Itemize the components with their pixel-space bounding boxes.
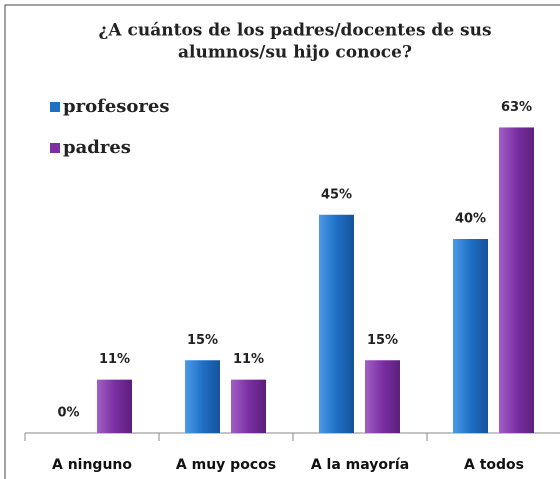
chart-title: ¿A cuántos de los padres/docentes de sus <box>98 21 491 41</box>
bar <box>453 239 488 433</box>
chart-title: alumnos/su hijo conoce? <box>178 43 412 63</box>
legend-label: profesores <box>63 96 169 117</box>
x-tick-label: A ninguno <box>52 457 132 473</box>
bar <box>185 360 220 433</box>
value-label: 40% <box>455 212 486 227</box>
bar <box>319 214 354 433</box>
x-tick-label: A todos <box>464 457 524 473</box>
value-label: 45% <box>321 187 352 202</box>
bar <box>499 127 534 433</box>
bar <box>231 379 266 433</box>
bar <box>97 379 132 433</box>
bar <box>365 360 400 433</box>
legend-swatch <box>50 102 60 112</box>
legend-label: padres <box>63 137 131 158</box>
value-label: 15% <box>187 333 218 348</box>
value-label: 15% <box>367 333 398 348</box>
value-label: 11% <box>233 352 264 367</box>
value-label: 11% <box>99 352 130 367</box>
x-tick-label: A muy pocos <box>176 457 276 473</box>
legend-swatch <box>50 143 60 153</box>
x-tick-label: A la mayoría <box>311 457 409 473</box>
chart-frame <box>4 4 560 479</box>
value-label: 0% <box>57 406 79 421</box>
value-label: 63% <box>501 100 532 115</box>
